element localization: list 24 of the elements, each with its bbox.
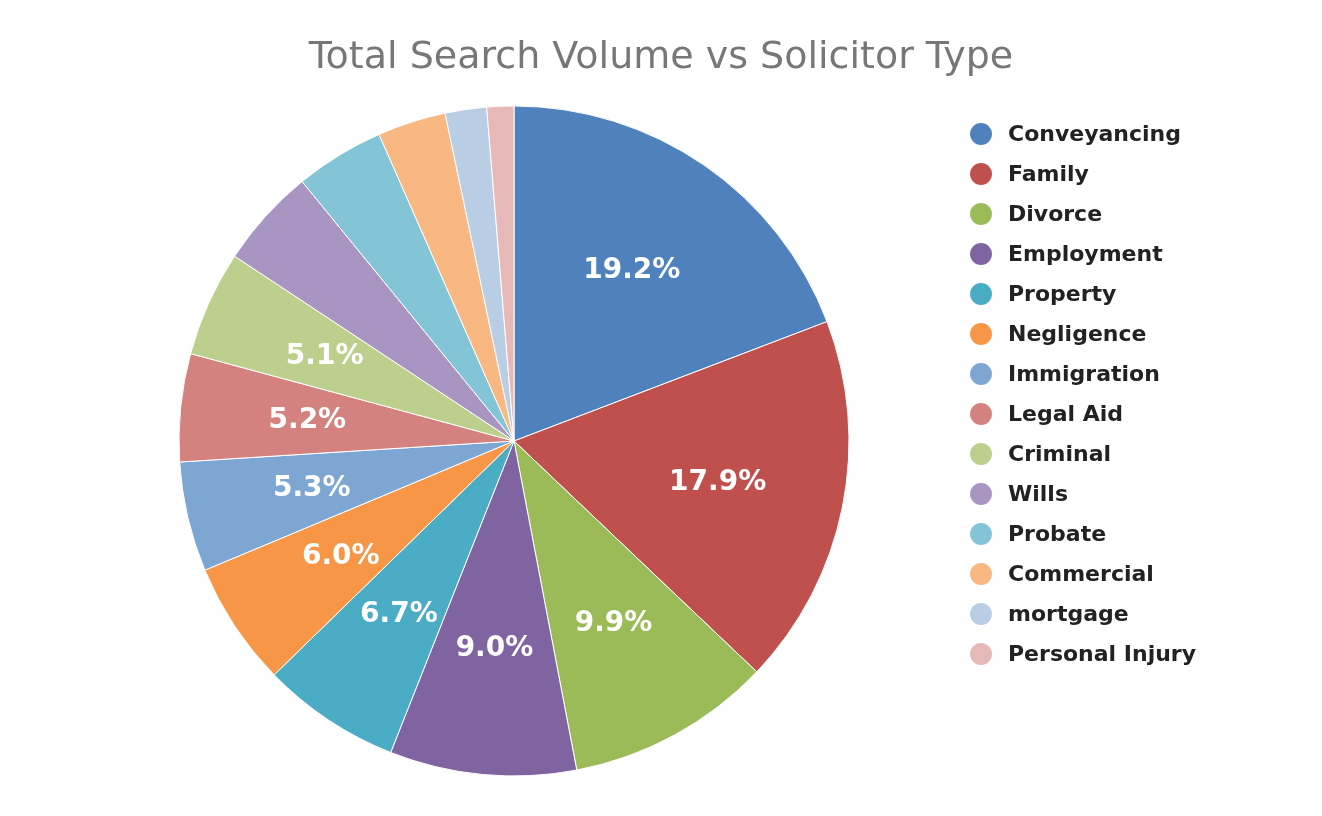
legend-label: Negligence [1008,321,1147,346]
legend-label: Divorce [1008,201,1103,226]
legend-label: Probate [1008,521,1107,546]
legend-label: Personal Injury [1008,641,1197,666]
legend-label: Employment [1008,241,1164,266]
data-label: 5.1% [285,337,364,371]
data-label: 6.0% [301,537,380,571]
legend-label: Immigration [1008,361,1160,386]
legend-label: Criminal [1008,441,1112,466]
legend-label: Legal Aid [1008,401,1124,426]
legend-label: mortgage [1008,601,1129,626]
data-label: 17.9% [669,463,767,497]
data-label: 9.9% [574,605,653,639]
legend-label: Property [1008,281,1117,306]
legend-label: Wills [1008,481,1068,506]
data-label: 6.7% [360,595,438,629]
data-label: 9.0% [455,629,534,663]
legend-label: Commercial [1008,561,1154,586]
data-label: 5.2% [268,402,347,436]
legend-label: Conveyancing [1008,121,1182,146]
chart-title: Total Search Volume vs Solicitor Type [307,33,1014,77]
legend-label: Family [1008,161,1089,186]
data-label: 19.2% [583,251,681,285]
data-label: 5.3% [272,470,351,504]
